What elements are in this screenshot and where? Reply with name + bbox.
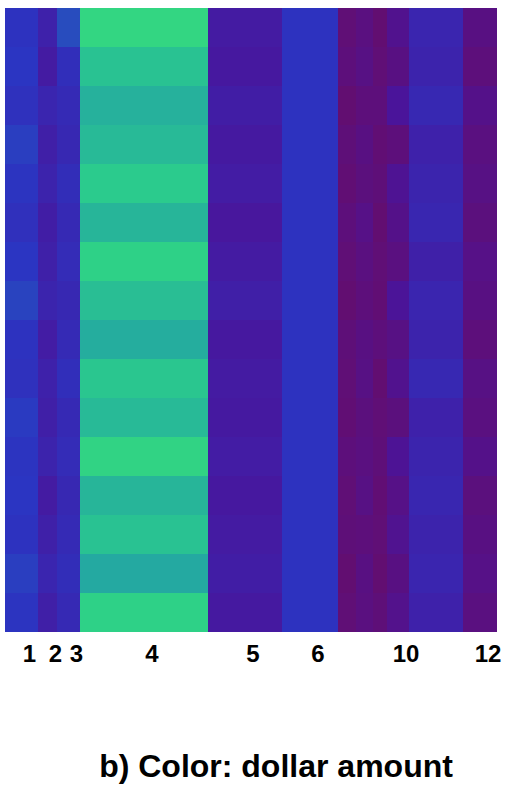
svg-text:4: 4 <box>145 640 159 667</box>
svg-text:1: 1 <box>23 640 36 667</box>
html-text:b) Color: dollar amount: b) Color: dollar amount <box>99 748 453 784</box>
svg-text:5: 5 <box>246 640 259 667</box>
svg-text:6: 6 <box>311 640 324 667</box>
svg-text:3: 3 <box>70 640 83 667</box>
svg-text:10: 10 <box>393 640 420 667</box>
svg-text:2: 2 <box>49 640 62 667</box>
svg-text:12: 12 <box>475 640 502 667</box>
